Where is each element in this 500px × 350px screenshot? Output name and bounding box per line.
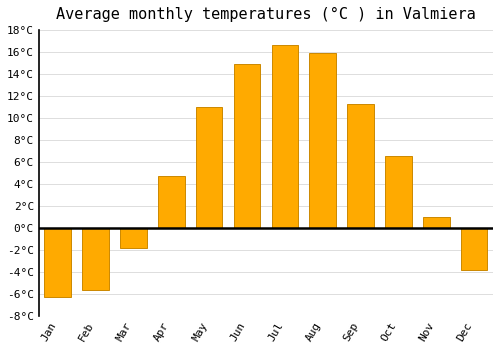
Bar — [423, 217, 450, 228]
Bar — [234, 64, 260, 228]
Title: Average monthly temperatures (°C ) in Valmiera: Average monthly temperatures (°C ) in Va… — [56, 7, 476, 22]
Bar — [82, 228, 109, 290]
Bar — [120, 228, 146, 247]
Bar — [44, 228, 71, 297]
Bar — [158, 176, 184, 228]
Bar — [348, 104, 374, 228]
Bar — [196, 107, 222, 228]
Bar — [272, 46, 298, 228]
Bar — [385, 156, 411, 228]
Bar — [310, 53, 336, 228]
Bar — [461, 228, 487, 270]
